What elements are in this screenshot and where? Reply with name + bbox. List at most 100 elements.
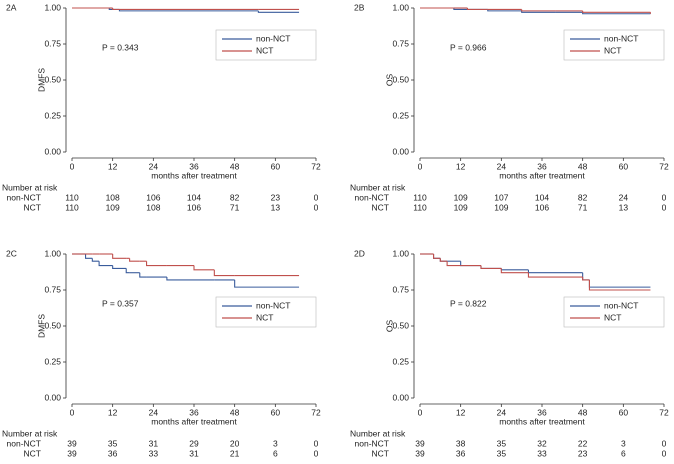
risk-value: 106 — [146, 192, 160, 202]
x-tick-label: 60 — [619, 407, 629, 417]
panel-label: 2A — [6, 2, 17, 12]
survival-step — [112, 265, 127, 269]
y-tick-label: 0.25 — [392, 110, 409, 120]
risk-value: 29 — [189, 438, 199, 448]
x-axis-label: months after treatment — [151, 416, 237, 426]
survival-step — [257, 10, 300, 13]
y-tick-label: 0.25 — [392, 356, 409, 366]
y-axis-label: OS — [384, 320, 394, 333]
risk-value: 13 — [271, 202, 281, 212]
risk-value: 110 — [65, 192, 79, 202]
x-tick-label: 72 — [659, 161, 669, 171]
x-tick-label: 24 — [149, 161, 159, 171]
panel-label: 2D — [354, 248, 365, 258]
risk-value: 0 — [662, 438, 667, 448]
y-tick-label: 1.00 — [44, 248, 61, 258]
survival-step — [129, 258, 140, 262]
p-value: P = 0.357 — [102, 298, 139, 308]
x-tick-label: 0 — [418, 161, 423, 171]
risk-table-title: Number at risk — [2, 428, 58, 438]
x-tick-label: 0 — [418, 407, 423, 417]
survival-step — [527, 272, 542, 278]
risk-value: 0 — [314, 448, 319, 458]
legend-box — [563, 296, 665, 328]
x-tick-label: 60 — [271, 161, 281, 171]
risk-value: 0 — [662, 448, 667, 458]
risk-value: 31 — [189, 448, 199, 458]
risk-value: 71 — [578, 202, 588, 212]
y-tick-label: 0.50 — [392, 74, 409, 84]
x-axis-label: months after treatment — [499, 170, 585, 180]
x-tick-label: 0 — [70, 161, 75, 171]
risk-row-name: non-NCT — [355, 192, 389, 202]
y-tick-label: 0.75 — [44, 38, 61, 48]
risk-value: 36 — [108, 448, 118, 458]
survival-step — [466, 8, 488, 10]
risk-value: 0 — [314, 202, 319, 212]
survival-step — [500, 268, 529, 274]
x-tick-label: 24 — [149, 407, 159, 417]
survival-step — [433, 254, 441, 259]
survival-step — [500, 268, 529, 271]
x-tick-label: 24 — [497, 161, 507, 171]
risk-value: 23 — [271, 192, 281, 202]
x-tick-label: 48 — [578, 161, 588, 171]
survival-step — [85, 254, 93, 259]
risk-value: 39 — [415, 438, 425, 448]
survival-step — [433, 254, 441, 259]
legend-label: non-NCT — [604, 300, 638, 310]
y-tick-label: 0.25 — [44, 110, 61, 120]
p-value: P = 0.343 — [102, 42, 139, 52]
survival-step — [139, 272, 147, 278]
survival-step — [91, 258, 100, 262]
survival-step — [112, 254, 127, 259]
risk-row-name: NCT — [24, 448, 41, 458]
risk-row-name: NCT — [372, 448, 389, 458]
survival-step — [582, 277, 590, 281]
legend-label: NCT — [256, 312, 273, 322]
risk-value: 0 — [662, 192, 667, 202]
legend-box — [215, 29, 317, 61]
legend-box — [215, 296, 317, 328]
risk-value: 0 — [314, 438, 319, 448]
survival-step — [213, 269, 235, 277]
survival-step — [112, 8, 120, 10]
risk-table-title: Number at risk — [2, 182, 58, 192]
x-tick-label: 36 — [189, 161, 199, 171]
survival-step — [588, 279, 651, 288]
risk-value: 109 — [454, 192, 468, 202]
y-tick-label: 1.00 — [44, 2, 61, 12]
x-tick-label: 48 — [230, 161, 240, 171]
risk-value: 33 — [149, 448, 159, 458]
x-tick-label: 12 — [456, 161, 466, 171]
x-tick-label: 36 — [537, 407, 547, 417]
y-tick-label: 0.50 — [392, 320, 409, 330]
y-tick-label: 1.00 — [392, 2, 409, 12]
p-value: P = 0.966 — [450, 42, 487, 52]
risk-row-name: non-NCT — [355, 438, 389, 448]
risk-value: 110 — [413, 192, 427, 202]
survival-step — [588, 279, 651, 291]
survival-step — [521, 9, 556, 12]
y-tick-label: 0.75 — [392, 38, 409, 48]
risk-value: 110 — [413, 202, 427, 212]
y-tick-label: 0.50 — [44, 74, 61, 84]
x-tick-label: 36 — [537, 161, 547, 171]
p-value: P = 0.822 — [450, 298, 487, 308]
risk-value: 107 — [494, 192, 508, 202]
survival-step — [439, 258, 448, 262]
risk-value: 39 — [67, 438, 77, 448]
risk-value: 109 — [494, 202, 508, 212]
risk-value: 108 — [106, 192, 120, 202]
risk-value: 35 — [497, 438, 507, 448]
x-tick-label: 60 — [271, 407, 281, 417]
risk-value: 38 — [456, 438, 466, 448]
y-tick-label: 0.50 — [44, 320, 61, 330]
survival-step — [446, 261, 461, 267]
risk-table-title: Number at risk — [350, 182, 406, 192]
risk-value: 104 — [187, 192, 201, 202]
y-tick-label: 0.75 — [44, 284, 61, 294]
y-axis-label: DMFS — [36, 68, 46, 92]
legend-label: non-NCT — [256, 300, 290, 310]
